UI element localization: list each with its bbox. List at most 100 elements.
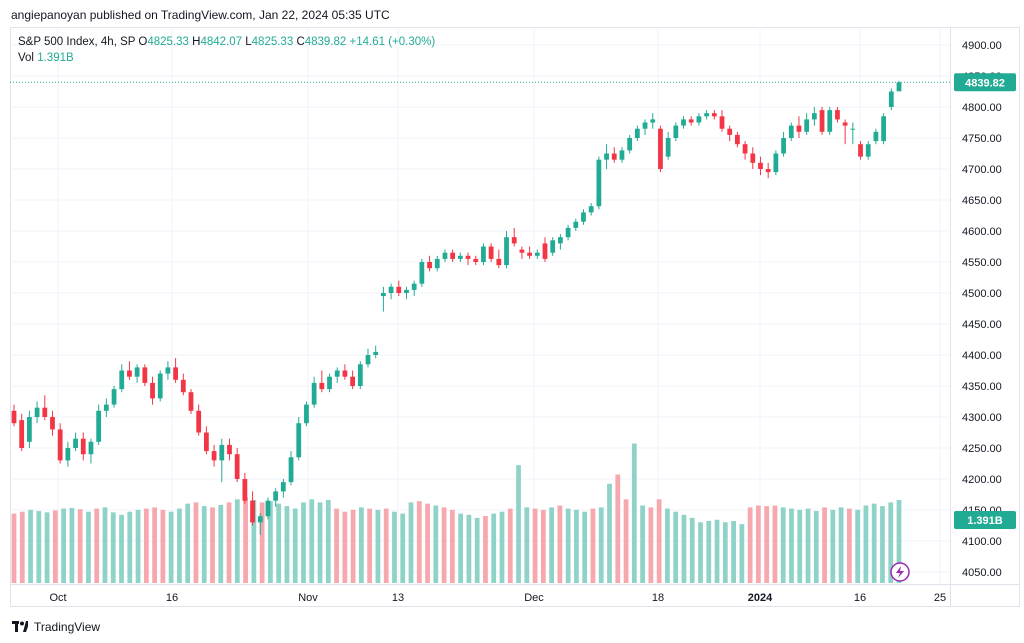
candle-body: [42, 407, 48, 417]
candle-body: [219, 444, 225, 461]
volume-bar: [61, 508, 67, 583]
volume-bar: [383, 508, 389, 583]
volume-bar: [135, 509, 141, 583]
volume-bar: [557, 505, 563, 583]
candle-body: [627, 138, 633, 151]
volume-bar: [449, 509, 455, 583]
volume-bar: [574, 509, 579, 583]
volume-bar: [706, 521, 712, 583]
candle-body: [442, 252, 448, 259]
volume-bar: [210, 507, 215, 583]
candle-body: [611, 153, 617, 160]
volume-bar: [143, 508, 149, 583]
volume-bar: [309, 499, 315, 583]
candle-body: [534, 252, 540, 256]
volume-bar: [119, 514, 124, 583]
volume-bar: [400, 513, 406, 583]
volume-bar: [615, 474, 621, 583]
chart-frame[interactable]: 4050.004100.004150.004200.004250.004300.…: [10, 27, 1020, 607]
volume-bar: [77, 509, 83, 583]
candle-body: [265, 500, 271, 517]
volume-bar: [226, 502, 232, 583]
candle-body: [819, 110, 825, 132]
candle-body: [273, 491, 279, 501]
candle-body: [27, 417, 32, 442]
candle-body: [288, 457, 294, 483]
candle-body: [65, 448, 71, 461]
legend-vol-label: Vol: [18, 52, 34, 64]
candle-body: [373, 351, 379, 355]
volume-bar: [516, 465, 521, 583]
volume-bar: [483, 516, 488, 583]
candle-body: [227, 444, 232, 455]
legend-change: +14.61 (+0.30%): [349, 36, 436, 48]
candle-body: [634, 128, 640, 138]
volume-bar: [36, 511, 42, 583]
volume-bar: [507, 508, 513, 583]
candle-body: [811, 113, 817, 120]
volume-bar: [69, 507, 75, 583]
x-tick-label: Oct: [49, 592, 66, 604]
volume-bar: [425, 503, 430, 583]
footer-brand[interactable]: TradingView: [12, 620, 100, 634]
last-volume-label: 1.391B: [967, 515, 1003, 527]
candle-body: [581, 212, 586, 222]
candle-body: [881, 116, 886, 142]
volume-bar: [780, 507, 786, 583]
y-tick-label: 4250.00: [962, 443, 1002, 455]
candle-body: [765, 169, 771, 173]
volume-bar: [540, 509, 546, 583]
candle-body: [73, 438, 78, 448]
volume-bar: [764, 506, 770, 583]
volume-bar: [846, 508, 852, 583]
candle-body: [119, 370, 125, 390]
candle-body: [411, 283, 417, 290]
volume-bar: [193, 502, 199, 583]
candle-body: [750, 153, 756, 163]
candle-body: [650, 119, 656, 123]
candle-body: [896, 82, 902, 92]
volume-bar: [565, 508, 571, 583]
volume-bar: [416, 501, 422, 583]
candle-body: [827, 110, 833, 132]
volume-bar: [177, 508, 182, 583]
volume-bar: [665, 508, 670, 583]
volume-bar: [888, 502, 894, 583]
candle-body: [796, 125, 802, 132]
volume-bar: [590, 508, 596, 583]
candle-body: [296, 423, 302, 458]
candle-body: [619, 150, 625, 160]
candle-body: [157, 373, 163, 399]
candle-body: [681, 119, 686, 126]
candle-body: [211, 451, 217, 461]
candle-body: [319, 382, 325, 390]
volume-bar: [871, 503, 877, 583]
candle-body: [34, 407, 40, 417]
volume-bar: [739, 524, 745, 583]
candle-body: [11, 410, 17, 424]
volume-bar: [301, 502, 306, 583]
volume-bar: [160, 509, 166, 583]
volume-bar: [648, 507, 654, 583]
volume-bar: [441, 507, 447, 583]
volume-bar: [656, 499, 662, 583]
volume-bar: [640, 505, 645, 583]
last-volume-badge: [954, 511, 1016, 529]
y-tick-label: 4900.00: [962, 40, 1002, 52]
legend-high-label: H: [192, 36, 201, 48]
candlestick-chart[interactable]: 4050.004100.004150.004200.004250.004300.…: [10, 27, 1020, 607]
chart-border: [10, 27, 1020, 607]
volume-bar: [714, 519, 720, 583]
candle-body: [758, 162, 763, 169]
candle-body: [673, 125, 679, 138]
candle-body: [511, 237, 517, 244]
candle-body: [188, 392, 194, 411]
candle-body: [142, 367, 148, 383]
volume-bar: [284, 506, 290, 583]
volume-bar: [350, 509, 356, 583]
x-tick-label: 16: [854, 592, 866, 604]
candle-body: [173, 367, 178, 380]
volume-bar: [499, 511, 505, 583]
legend-symbol: S&P 500 Index, 4h, SP: [18, 36, 136, 48]
volume-bar: [86, 511, 91, 583]
